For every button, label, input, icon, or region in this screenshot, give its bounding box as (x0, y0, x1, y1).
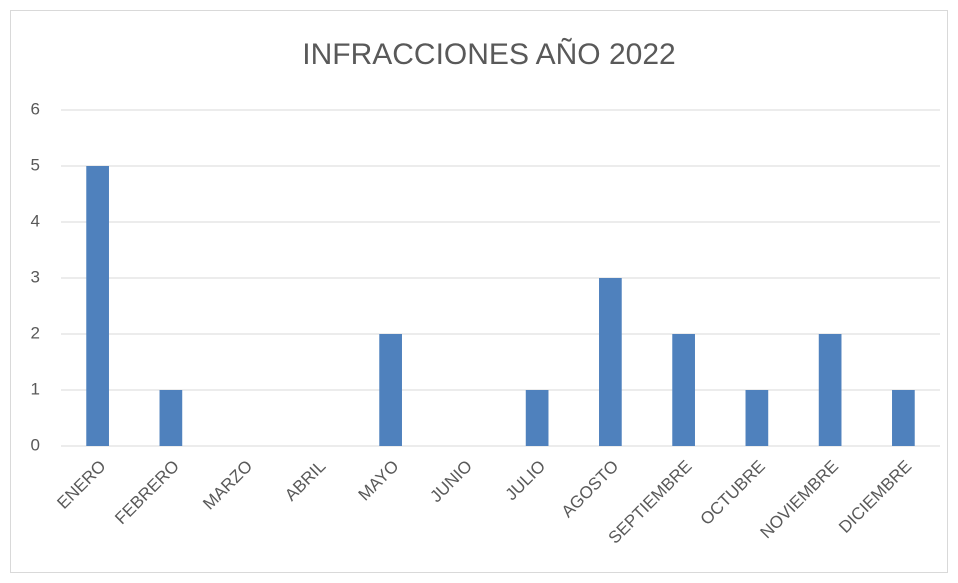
chart-title: INFRACCIONES AÑO 2022 (302, 37, 675, 71)
y-tick-label: 4 (31, 211, 40, 230)
bar (525, 390, 549, 446)
bar (379, 334, 402, 446)
y-tick-label: 3 (31, 267, 40, 286)
bar (86, 166, 109, 446)
y-tick-label: 2 (31, 323, 40, 342)
y-tick-label: 5 (31, 155, 40, 174)
bar (599, 278, 622, 446)
y-tick-label: 6 (31, 99, 40, 118)
y-tick-label: 0 (31, 435, 40, 454)
bar (159, 390, 183, 446)
bar (892, 390, 915, 446)
bar (818, 334, 842, 446)
y-tick-label: 1 (31, 379, 40, 398)
bar (745, 390, 769, 446)
chart-frame (10, 10, 948, 573)
bar (672, 334, 695, 446)
